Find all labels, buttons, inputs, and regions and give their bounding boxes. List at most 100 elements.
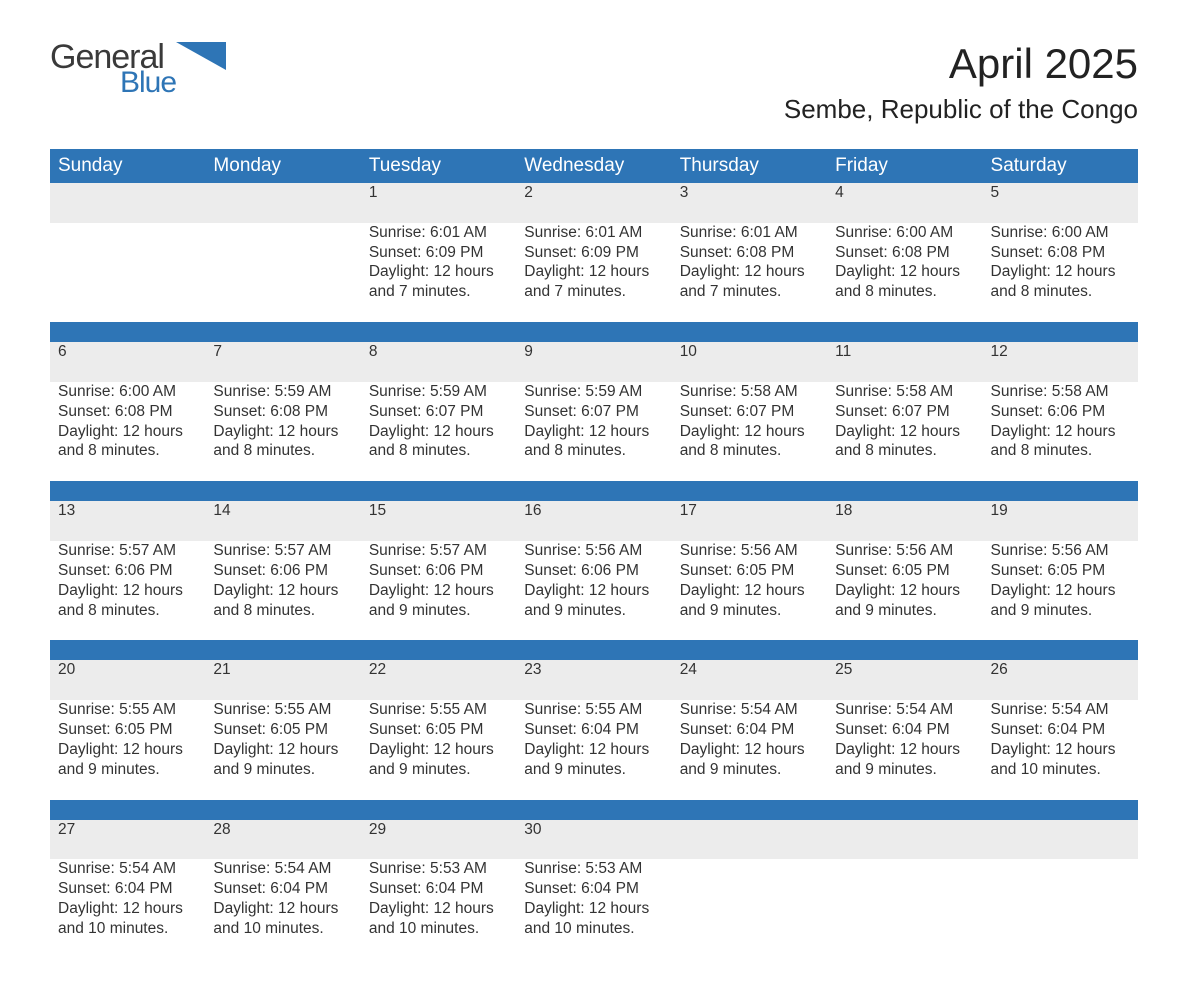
weekday-header: Tuesday (361, 149, 516, 183)
sunset-text: Sunset: 6:04 PM (58, 879, 197, 899)
daylight-text: Daylight: 12 hours and 8 minutes. (213, 422, 352, 462)
day-number-cell: 9 (516, 342, 671, 382)
sunrise-text: Sunrise: 5:58 AM (835, 382, 974, 402)
day-number-cell: 30 (516, 820, 671, 860)
day-number-cell: 17 (672, 501, 827, 541)
day-number-row: 27282930 (50, 820, 1138, 860)
day-number-cell: 25 (827, 660, 982, 700)
day-number-row: 13141516171819 (50, 501, 1138, 541)
day-number-cell (50, 183, 205, 223)
week-separator (50, 322, 1138, 342)
sunset-text: Sunset: 6:05 PM (680, 561, 819, 581)
day-detail-cell: Sunrise: 5:57 AMSunset: 6:06 PMDaylight:… (50, 541, 205, 640)
day-number-cell: 12 (983, 342, 1138, 382)
daylight-text: Daylight: 12 hours and 9 minutes. (369, 740, 508, 780)
daylight-text: Daylight: 12 hours and 9 minutes. (369, 581, 508, 621)
day-detail-row: Sunrise: 6:00 AMSunset: 6:08 PMDaylight:… (50, 382, 1138, 481)
sunset-text: Sunset: 6:06 PM (58, 561, 197, 581)
day-number-cell: 10 (672, 342, 827, 382)
day-detail-cell: Sunrise: 5:54 AMSunset: 6:04 PMDaylight:… (205, 859, 360, 958)
day-number-cell: 15 (361, 501, 516, 541)
daylight-text: Daylight: 12 hours and 8 minutes. (991, 262, 1130, 302)
daylight-text: Daylight: 12 hours and 9 minutes. (991, 581, 1130, 621)
daylight-text: Daylight: 12 hours and 9 minutes. (680, 740, 819, 780)
daylight-text: Daylight: 12 hours and 8 minutes. (58, 422, 197, 462)
day-detail-cell (205, 223, 360, 322)
sunrise-text: Sunrise: 5:55 AM (524, 700, 663, 720)
sunset-text: Sunset: 6:04 PM (835, 720, 974, 740)
sunset-text: Sunset: 6:05 PM (58, 720, 197, 740)
sunset-text: Sunset: 6:05 PM (369, 720, 508, 740)
day-detail-cell: Sunrise: 6:00 AMSunset: 6:08 PMDaylight:… (983, 223, 1138, 322)
sunrise-text: Sunrise: 5:59 AM (213, 382, 352, 402)
sunrise-text: Sunrise: 5:56 AM (524, 541, 663, 561)
day-detail-cell: Sunrise: 5:54 AMSunset: 6:04 PMDaylight:… (983, 700, 1138, 799)
day-number-cell: 27 (50, 820, 205, 860)
day-detail-row: Sunrise: 5:57 AMSunset: 6:06 PMDaylight:… (50, 541, 1138, 640)
sunrise-text: Sunrise: 5:55 AM (213, 700, 352, 720)
sunset-text: Sunset: 6:08 PM (213, 402, 352, 422)
sunrise-text: Sunrise: 6:00 AM (58, 382, 197, 402)
day-detail-cell (672, 859, 827, 958)
day-number-row: 20212223242526 (50, 660, 1138, 700)
day-detail-cell: Sunrise: 5:56 AMSunset: 6:06 PMDaylight:… (516, 541, 671, 640)
daylight-text: Daylight: 12 hours and 9 minutes. (835, 740, 974, 780)
day-detail-cell: Sunrise: 5:54 AMSunset: 6:04 PMDaylight:… (827, 700, 982, 799)
calendar-page: General Blue April 2025 Sembe, Republic … (0, 0, 1188, 989)
week-separator (50, 800, 1138, 820)
day-number-cell: 4 (827, 183, 982, 223)
sunrise-text: Sunrise: 6:00 AM (835, 223, 974, 243)
day-number-cell: 20 (50, 660, 205, 700)
title-block: April 2025 Sembe, Republic of the Congo (784, 40, 1138, 125)
sunset-text: Sunset: 6:06 PM (213, 561, 352, 581)
day-number-cell: 29 (361, 820, 516, 860)
day-number-cell: 24 (672, 660, 827, 700)
weekday-header: Thursday (672, 149, 827, 183)
daylight-text: Daylight: 12 hours and 10 minutes. (991, 740, 1130, 780)
sunrise-text: Sunrise: 5:54 AM (680, 700, 819, 720)
day-number-cell: 11 (827, 342, 982, 382)
sunset-text: Sunset: 6:06 PM (991, 402, 1130, 422)
day-detail-cell: Sunrise: 5:57 AMSunset: 6:06 PMDaylight:… (361, 541, 516, 640)
day-number-cell: 21 (205, 660, 360, 700)
day-number-cell: 18 (827, 501, 982, 541)
day-number-cell: 2 (516, 183, 671, 223)
day-detail-cell: Sunrise: 5:56 AMSunset: 6:05 PMDaylight:… (827, 541, 982, 640)
day-number-cell: 8 (361, 342, 516, 382)
day-detail-cell: Sunrise: 6:01 AMSunset: 6:09 PMDaylight:… (361, 223, 516, 322)
daylight-text: Daylight: 12 hours and 9 minutes. (680, 581, 819, 621)
day-detail-cell: Sunrise: 5:55 AMSunset: 6:05 PMDaylight:… (361, 700, 516, 799)
day-number-row: 6789101112 (50, 342, 1138, 382)
day-number-cell: 14 (205, 501, 360, 541)
day-number-cell: 16 (516, 501, 671, 541)
day-number-cell: 5 (983, 183, 1138, 223)
sunset-text: Sunset: 6:04 PM (991, 720, 1130, 740)
sunrise-text: Sunrise: 6:01 AM (680, 223, 819, 243)
sunset-text: Sunset: 6:07 PM (524, 402, 663, 422)
day-detail-cell: Sunrise: 5:59 AMSunset: 6:07 PMDaylight:… (516, 382, 671, 481)
day-number-cell: 6 (50, 342, 205, 382)
sunrise-text: Sunrise: 5:57 AM (58, 541, 197, 561)
day-detail-row: Sunrise: 5:55 AMSunset: 6:05 PMDaylight:… (50, 700, 1138, 799)
week-separator (50, 481, 1138, 501)
sunrise-text: Sunrise: 5:54 AM (991, 700, 1130, 720)
daylight-text: Daylight: 12 hours and 8 minutes. (680, 422, 819, 462)
calendar-table: Sunday Monday Tuesday Wednesday Thursday… (50, 149, 1138, 959)
day-detail-cell: Sunrise: 6:00 AMSunset: 6:08 PMDaylight:… (50, 382, 205, 481)
day-detail-cell: Sunrise: 5:54 AMSunset: 6:04 PMDaylight:… (50, 859, 205, 958)
day-detail-cell: Sunrise: 5:58 AMSunset: 6:07 PMDaylight:… (827, 382, 982, 481)
sunrise-text: Sunrise: 5:58 AM (680, 382, 819, 402)
day-number-cell: 22 (361, 660, 516, 700)
sunset-text: Sunset: 6:05 PM (991, 561, 1130, 581)
sunrise-text: Sunrise: 6:01 AM (524, 223, 663, 243)
day-number-cell (827, 820, 982, 860)
day-number-cell (672, 820, 827, 860)
day-detail-cell: Sunrise: 5:56 AMSunset: 6:05 PMDaylight:… (672, 541, 827, 640)
day-detail-cell: Sunrise: 5:54 AMSunset: 6:04 PMDaylight:… (672, 700, 827, 799)
sunrise-text: Sunrise: 5:56 AM (680, 541, 819, 561)
sunrise-text: Sunrise: 5:56 AM (991, 541, 1130, 561)
brand-logo: General Blue (50, 40, 232, 98)
day-detail-cell: Sunrise: 5:59 AMSunset: 6:08 PMDaylight:… (205, 382, 360, 481)
day-detail-row: Sunrise: 6:01 AMSunset: 6:09 PMDaylight:… (50, 223, 1138, 322)
sunset-text: Sunset: 6:05 PM (213, 720, 352, 740)
